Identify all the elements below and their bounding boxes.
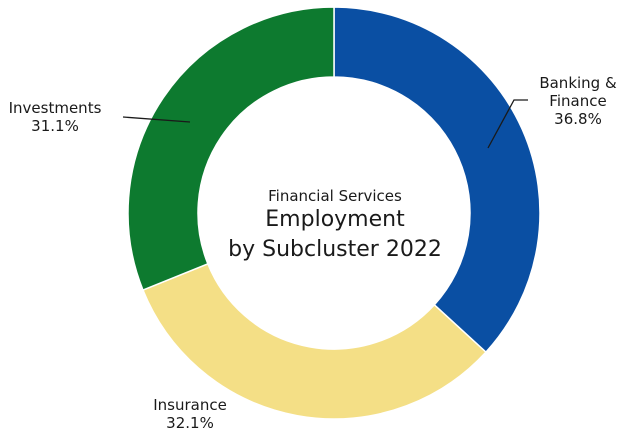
slice-label-investments-line1: Investments bbox=[8, 99, 102, 117]
slice-value-investments: 31.1% bbox=[31, 117, 79, 135]
chart-title-line3: by Subcluster 2022 bbox=[228, 237, 442, 262]
donut-slices bbox=[127, 6, 541, 420]
slice-value-insurance: 32.1% bbox=[166, 414, 214, 432]
chart-title-line1: Financial Services bbox=[268, 187, 402, 205]
slice-label-banking-line2: Finance bbox=[549, 92, 607, 110]
slice-label-banking-line1: Banking & bbox=[539, 74, 617, 92]
leader-line-investments bbox=[122, 116, 191, 123]
leader-line-banking bbox=[487, 99, 528, 149]
slice-banking bbox=[333, 6, 541, 354]
leader-lines bbox=[122, 99, 528, 149]
slice-label-insurance-line1: Insurance bbox=[153, 396, 227, 414]
slice-label-insurance: Insurance 32.1% bbox=[140, 396, 240, 432]
slice-label-banking: Banking & Finance 36.8% bbox=[528, 74, 628, 128]
slice-label-investments: Investments 31.1% bbox=[0, 99, 110, 135]
slice-value-banking: 36.8% bbox=[554, 110, 602, 128]
chart-title-line2: Employment bbox=[265, 207, 405, 232]
slice-investments bbox=[127, 6, 335, 292]
slice-insurance bbox=[141, 262, 487, 420]
